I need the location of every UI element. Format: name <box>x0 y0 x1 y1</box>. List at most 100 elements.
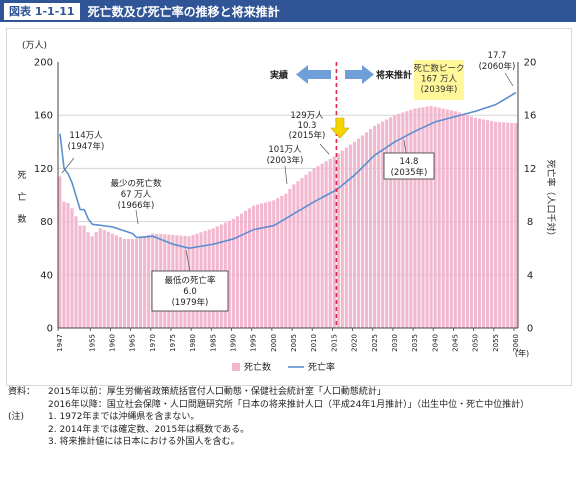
annotation-2015-leader <box>319 143 330 155</box>
bar-2003 <box>284 193 288 328</box>
figure-title: 死亡数及び死亡率の推移と将来推計 <box>87 4 280 19</box>
annotation-min-deaths: 67 万人 <box>121 190 152 200</box>
bar-1950 <box>70 208 74 328</box>
bar-1968 <box>143 236 147 328</box>
bar-1948 <box>62 201 66 328</box>
bar-1994 <box>247 208 252 328</box>
bar-2006 <box>296 181 300 328</box>
x-tick-label: 2050 <box>472 334 480 352</box>
grid-lines <box>58 114 518 276</box>
bar-2042 <box>441 108 445 328</box>
x-axis-unit: (年) <box>515 348 529 358</box>
bar-1998 <box>264 202 268 328</box>
bar-2030 <box>393 115 397 328</box>
annotation-min-rate: 6.0 <box>183 287 197 297</box>
annotation-min-rate-leader <box>185 249 191 272</box>
bar-2016 <box>336 153 340 328</box>
bar-2017 <box>340 150 344 328</box>
bar-1989 <box>227 220 231 328</box>
bar-1951 <box>74 216 78 328</box>
x-tick-label: 2010 <box>310 334 318 352</box>
annotation-2003: (2003年) <box>267 155 304 166</box>
future-arrow-label: 将来推計 <box>376 69 412 81</box>
bar-2035 <box>413 108 417 328</box>
bar-2018 <box>344 147 348 328</box>
annotation-2035: 14.8 <box>400 157 419 167</box>
bar-1952 <box>78 225 82 328</box>
left-axis-title-char: 亡 <box>17 191 26 203</box>
right-tick-label: 16 <box>524 111 537 122</box>
annotation-1947-leader <box>61 157 75 174</box>
bar-2057 <box>502 122 506 328</box>
bar-1992 <box>239 213 244 328</box>
annotation-2060-leader <box>504 72 514 87</box>
figure-label: 図表 1-1-11 <box>4 2 80 20</box>
bar-1965 <box>130 238 135 328</box>
bar-1991 <box>235 216 239 328</box>
bar-2020 <box>352 141 356 328</box>
notes: 資料： 2015年以前：厚生労働省政策統括官付人口動態・保健社会統計室「人口動態統… <box>8 386 570 449</box>
x-tick-label: 1955 <box>88 334 96 352</box>
bar-2007 <box>300 177 304 328</box>
x-tick-label: 1995 <box>250 334 258 352</box>
legend-bars-label: 死亡数 <box>244 361 271 373</box>
note-1: (注) 1. 1972年までは沖縄県を含まない。 <box>8 412 200 422</box>
bar-2012 <box>320 163 324 328</box>
bar-2046 <box>457 112 461 328</box>
bar-1954 <box>86 232 90 328</box>
left-axis-unit: (万人) <box>22 40 47 51</box>
bar-2001 <box>276 198 280 328</box>
figure-header: 図表 1-1-11 死亡数及び死亡率の推移と将来推計 <box>0 0 576 22</box>
bar-2041 <box>437 107 441 328</box>
bar-2027 <box>381 121 385 328</box>
bar-2043 <box>445 109 449 328</box>
bar-2048 <box>465 115 469 328</box>
x-tick-label: 2020 <box>351 334 359 352</box>
bar-2002 <box>280 195 284 328</box>
bar-1963 <box>122 238 126 328</box>
past-arrow-label: 実績 <box>270 69 288 81</box>
bar-1967 <box>139 237 143 328</box>
bar-1964 <box>126 238 131 328</box>
right-tick-label: 20 <box>524 58 537 69</box>
bar-2039 <box>429 105 433 328</box>
annotation-2015: 10.3 <box>298 121 317 131</box>
bar-2050 <box>473 117 478 328</box>
annotation-2035: (2035年) <box>391 167 428 178</box>
x-tick-label: 2055 <box>492 334 500 352</box>
bar-1955 <box>90 236 94 328</box>
x-tick-label: 1985 <box>209 334 217 352</box>
bar-2000 <box>272 200 276 328</box>
left-tick-label: 200 <box>34 58 53 69</box>
bar-2036 <box>417 107 421 328</box>
annotation-min-rate: 最低の死亡率 <box>164 275 216 286</box>
bar-2033 <box>405 111 409 329</box>
bar-2023 <box>364 132 369 328</box>
bar-2038 <box>425 106 429 329</box>
x-tick-label: 2035 <box>411 334 419 352</box>
x-tick-label: 1965 <box>129 334 137 352</box>
right-axis-title: 死亡率（人口千対） <box>545 159 557 240</box>
x-tick-label: 1980 <box>189 334 197 352</box>
x-tick-label: 2030 <box>391 334 399 352</box>
bar-2028 <box>385 119 389 329</box>
bar-2005 <box>292 184 296 328</box>
x-tick-label: 2045 <box>452 334 460 352</box>
annotation-2015: 129万人 <box>290 111 324 121</box>
bar-1993 <box>243 210 248 328</box>
right-tick-label: 0 <box>527 324 533 335</box>
annotation-peak: (2039年) <box>421 84 458 95</box>
annotation-min-deaths-leader <box>135 209 139 225</box>
bar-1960 <box>110 233 114 328</box>
note-source-1: 資料： 2015年以前：厚生労働省政策統括官付人口動態・保健社会統計室「人口動態統… <box>8 387 386 397</box>
bar-1996 <box>256 204 260 328</box>
left-axis-title-char: 数 <box>17 213 26 225</box>
bar-2056 <box>498 122 502 328</box>
bar-2025 <box>373 125 377 328</box>
future-arrow <box>345 65 374 84</box>
annotation-2035-box <box>383 152 435 180</box>
legend-line-label: 死亡率 <box>308 361 335 373</box>
bar-2010 <box>312 168 316 328</box>
